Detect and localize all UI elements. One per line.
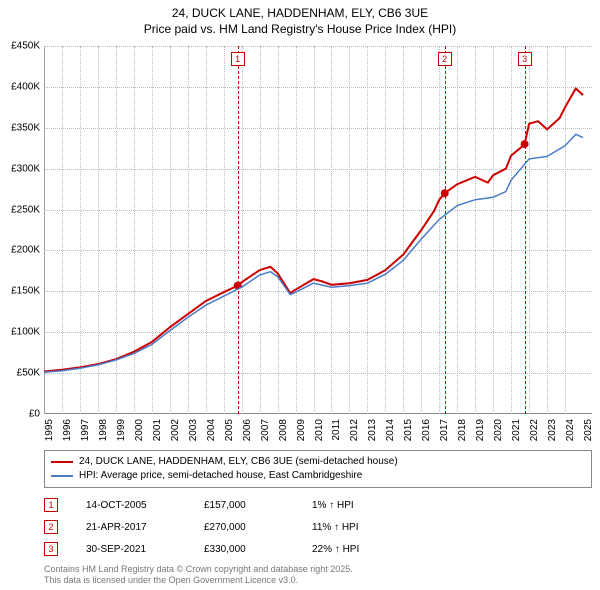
x-tick-label: 2009	[296, 419, 307, 441]
sale-point	[521, 140, 529, 148]
x-tick-label: 2011	[331, 419, 342, 441]
y-tick-label: £200K	[11, 245, 40, 256]
x-tick-label: 2018	[457, 419, 468, 441]
y-tick-label: £400K	[11, 81, 40, 92]
x-tick-label: 2024	[565, 419, 576, 441]
sales-row: 2 21-APR-2017 £270,000 11% ↑ HPI	[44, 516, 392, 538]
legend: 24, DUCK LANE, HADDENHAM, ELY, CB6 3UE (…	[44, 450, 592, 488]
x-tick-label: 1996	[62, 419, 73, 441]
x-tick-label: 2012	[349, 419, 360, 441]
legend-swatch	[51, 475, 73, 477]
x-tick-label: 2000	[134, 419, 145, 441]
x-tick-label: 2006	[242, 419, 253, 441]
x-tick-label: 1997	[80, 419, 91, 441]
x-tick-label: 2021	[511, 419, 522, 441]
x-tick-label: 2015	[403, 419, 414, 441]
y-tick-label: £100K	[11, 327, 40, 338]
x-tick-label: 2008	[278, 419, 289, 441]
x-tick-label: 2013	[367, 419, 378, 441]
sales-marker: 1	[44, 498, 58, 512]
legend-item: 24, DUCK LANE, HADDENHAM, ELY, CB6 3UE (…	[51, 455, 585, 469]
legend-swatch	[51, 461, 73, 463]
x-tick-label: 2022	[529, 419, 540, 441]
plot-svg	[44, 46, 592, 414]
x-tick-label: 2007	[260, 419, 271, 441]
x-tick-label: 1998	[98, 419, 109, 441]
legend-label: 24, DUCK LANE, HADDENHAM, ELY, CB6 3UE (…	[79, 455, 398, 469]
footer-line-2: This data is licensed under the Open Gov…	[44, 575, 353, 586]
sales-row: 1 14-OCT-2005 £157,000 1% ↑ HPI	[44, 494, 392, 516]
sales-price: £157,000	[204, 500, 284, 511]
y-tick-label: £350K	[11, 122, 40, 133]
chart-title: 24, DUCK LANE, HADDENHAM, ELY, CB6 3UE P…	[0, 0, 600, 37]
sale-point	[441, 189, 449, 197]
x-tick-label: 2017	[439, 419, 450, 441]
legend-label: HPI: Average price, semi-detached house,…	[79, 469, 362, 483]
sales-date: 30-SEP-2021	[86, 544, 176, 555]
x-tick-label: 2016	[421, 419, 432, 441]
sales-pct: 1% ↑ HPI	[312, 500, 392, 511]
y-tick-label: £450K	[11, 41, 40, 52]
sales-price: £270,000	[204, 522, 284, 533]
x-tick-label: 2005	[224, 419, 235, 441]
x-tick-label: 2025	[583, 419, 594, 441]
y-tick-label: £0	[29, 409, 40, 420]
sales-row: 3 30-SEP-2021 £330,000 22% ↑ HPI	[44, 538, 392, 560]
sales-date: 21-APR-2017	[86, 522, 176, 533]
y-tick-label: £50K	[17, 368, 40, 379]
sales-pct: 11% ↑ HPI	[312, 522, 392, 533]
x-tick-label: 2003	[188, 419, 199, 441]
y-tick-label: £300K	[11, 163, 40, 174]
x-tick-label: 1995	[44, 419, 55, 441]
legend-item: HPI: Average price, semi-detached house,…	[51, 469, 585, 483]
sales-date: 14-OCT-2005	[86, 500, 176, 511]
x-tick-label: 2002	[170, 419, 181, 441]
sales-table: 1 14-OCT-2005 £157,000 1% ↑ HPI 2 21-APR-2017…	[44, 494, 392, 560]
series-line	[44, 89, 583, 372]
chart-area: 123 £0£50K£100K£150K£200K£250K£300K£350K…	[44, 46, 592, 414]
footer-line-1: Contains HM Land Registry data © Crown c…	[44, 564, 353, 575]
x-tick-label: 2019	[475, 419, 486, 441]
x-tick-label: 2004	[206, 419, 217, 441]
x-tick-label: 2020	[493, 419, 504, 441]
x-tick-label: 1999	[116, 419, 127, 441]
x-tick-label: 2014	[385, 419, 396, 441]
sales-pct: 22% ↑ HPI	[312, 544, 392, 555]
y-tick-label: £150K	[11, 286, 40, 297]
sales-marker: 2	[44, 520, 58, 534]
x-tick-label: 2001	[152, 419, 163, 441]
x-tick-label: 2010	[314, 419, 325, 441]
title-line-2: Price paid vs. HM Land Registry's House …	[0, 22, 600, 38]
x-tick-label: 2023	[547, 419, 558, 441]
y-tick-label: £250K	[11, 204, 40, 215]
footer: Contains HM Land Registry data © Crown c…	[44, 564, 353, 587]
sales-marker: 3	[44, 542, 58, 556]
sales-price: £330,000	[204, 544, 284, 555]
title-line-1: 24, DUCK LANE, HADDENHAM, ELY, CB6 3UE	[0, 6, 600, 22]
